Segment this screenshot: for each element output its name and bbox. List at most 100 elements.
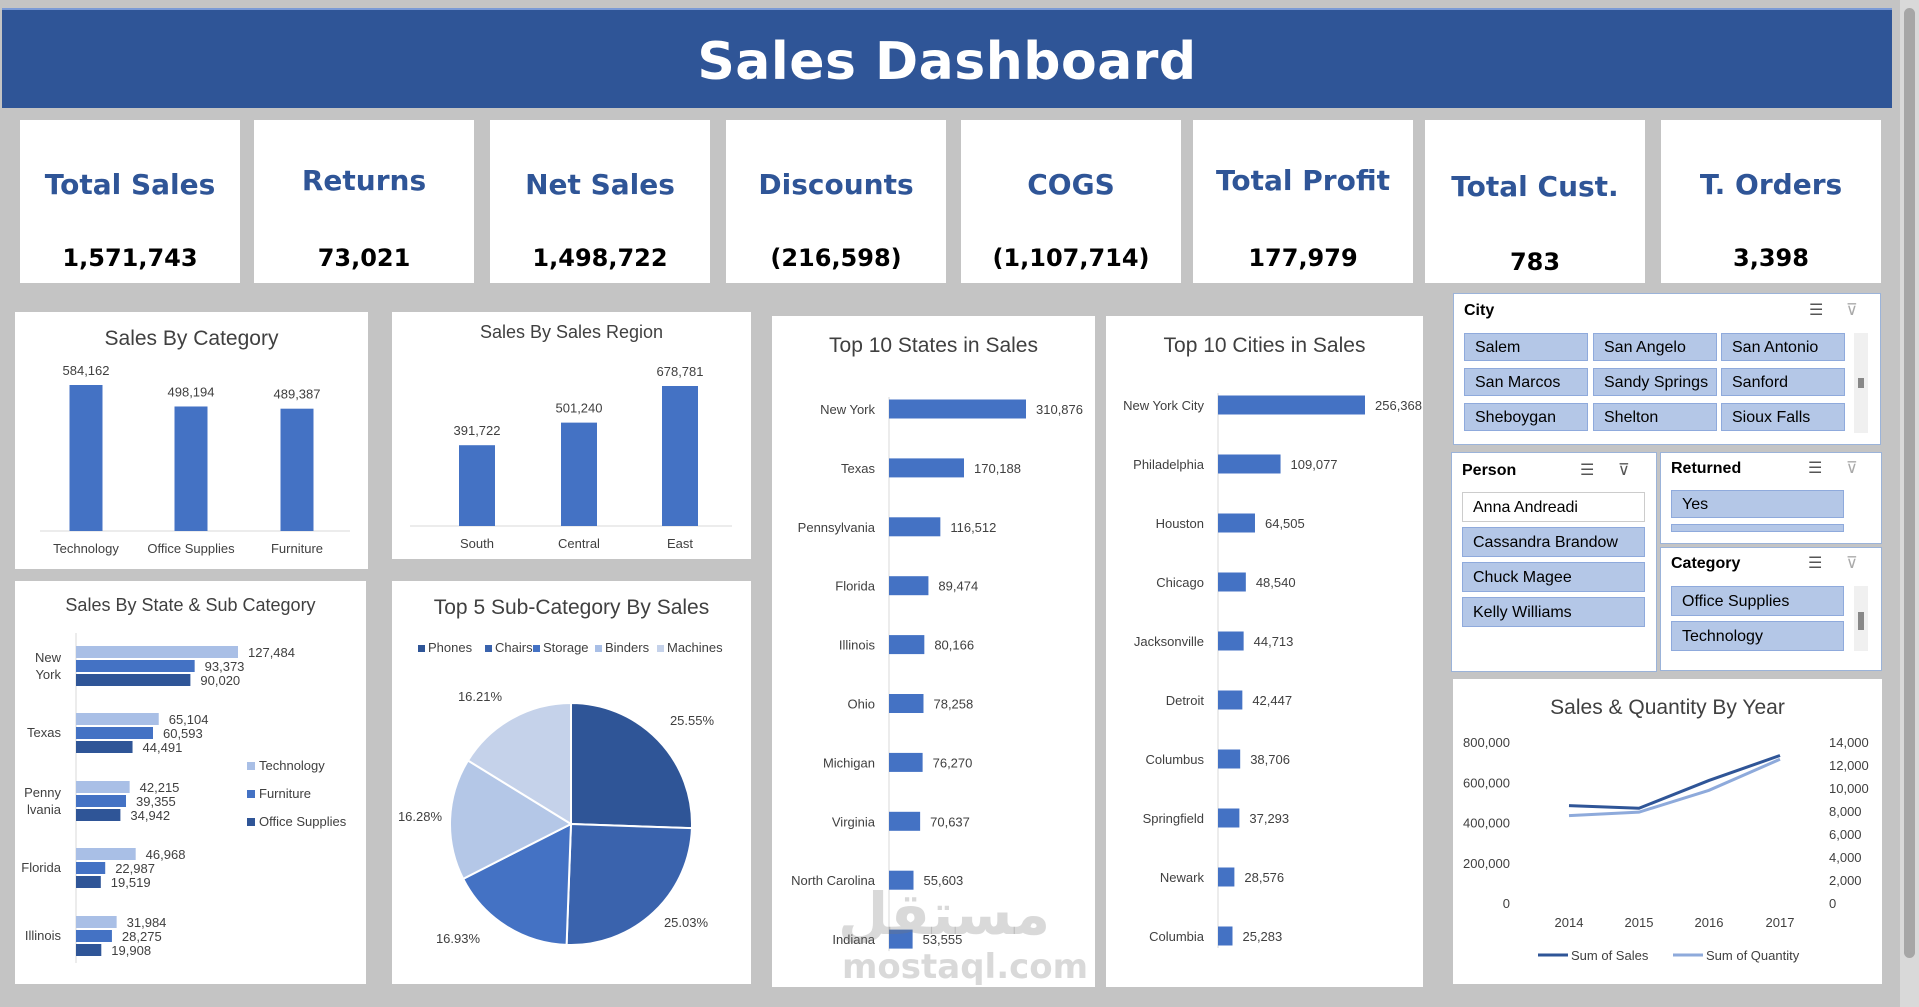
data-label: 256,368	[1375, 398, 1422, 413]
kpi-value: 73,021	[317, 244, 411, 272]
chart-title: Top 10 States in Sales	[829, 334, 1038, 357]
data-label: 42,215	[140, 780, 180, 795]
y-tick-label: 200,000	[1463, 856, 1510, 871]
pie-slice	[461, 822, 573, 946]
vertical-scrollbar[interactable]	[1900, 0, 1919, 1007]
slicer-item[interactable]: Shelton	[1593, 403, 1717, 431]
chart-svg: 0 200,000 400,000 600,000 800,000 0 2,000 4,000…	[1463, 735, 1869, 963]
slicer-item[interactable]: Kelly Williams	[1462, 597, 1645, 627]
y-tick-label: 400,000	[1463, 816, 1510, 831]
bar	[889, 576, 929, 596]
slicer-item-partial[interactable]	[1671, 524, 1844, 532]
legend-swatch	[485, 645, 492, 652]
chart-svg: New York City 256,368 Philadelphia 109,077 H…	[1123, 393, 1422, 948]
bar	[889, 752, 923, 772]
slicer-item[interactable]: San Marcos	[1464, 368, 1588, 396]
slicer-item[interactable]: Yes	[1671, 490, 1844, 518]
bar	[1218, 690, 1243, 710]
slicer-item[interactable]: Anna Andreadi	[1462, 492, 1645, 522]
data-label: 391,722	[454, 423, 501, 438]
data-label: 584,162	[63, 363, 110, 378]
multi-select-icon[interactable]: ☰	[1809, 302, 1824, 319]
category-label: Illinois	[839, 638, 876, 653]
data-label: 64,505	[1265, 516, 1305, 531]
slicer-item[interactable]: Salem	[1464, 333, 1588, 361]
legend-label: Sum of Sales	[1571, 948, 1649, 963]
pie-slice	[466, 701, 572, 826]
slicer-item[interactable]: Sheboygan	[1464, 403, 1588, 431]
slicer-item[interactable]: Sandy Springs	[1593, 368, 1717, 396]
category-slicer: Category ☰ ⊽ Office Supplies Technology	[1660, 547, 1882, 671]
bar	[1218, 808, 1240, 828]
dashboard-header: Sales Dashboard	[2, 8, 1892, 108]
category-label: North Carolina	[791, 873, 876, 888]
clear-filter-icon[interactable]: ⊽	[1618, 462, 1630, 479]
legend-label: Storage	[543, 640, 589, 655]
slicer-item[interactable]: Office Supplies	[1671, 586, 1844, 616]
kpi-card-total-orders: T. Orders 3,398	[1661, 120, 1881, 283]
clear-filter-icon[interactable]: ⊽	[1846, 555, 1858, 572]
slicer-item[interactable]: San Antonio	[1721, 333, 1845, 361]
bar	[459, 445, 495, 526]
kpi-card-returns: Returns 73,021	[254, 120, 474, 283]
slicer-item[interactable]: Technology	[1671, 621, 1844, 651]
bar	[561, 422, 597, 526]
bar	[76, 660, 195, 672]
chart-title: Sales By State & Sub Category	[65, 595, 316, 615]
category-label: lvania	[27, 802, 62, 817]
bar	[889, 635, 925, 655]
pie-slice	[449, 759, 574, 881]
slicer-title: Category	[1671, 555, 1741, 572]
scrollbar-thumb[interactable]	[1904, 8, 1915, 958]
data-label: 70,637	[930, 814, 970, 829]
category-label: Detroit	[1166, 693, 1205, 708]
category-label: Illinois	[25, 928, 62, 943]
category-label: New	[35, 650, 62, 665]
data-label: 65,104	[169, 712, 209, 727]
slicer-scrollbar[interactable]	[1854, 333, 1868, 433]
multi-select-icon[interactable]: ☰	[1580, 462, 1595, 479]
slicer-item[interactable]: San Angelo	[1593, 333, 1717, 361]
legend-label: Office Supplies	[259, 814, 347, 829]
chart-title: Sales & Quantity By Year	[1550, 696, 1785, 719]
bar	[889, 929, 913, 949]
slicer-item[interactable]: Chuck Magee	[1462, 562, 1645, 592]
slicer-item[interactable]: Sanford	[1721, 368, 1845, 396]
slicer-scrollbar[interactable]	[1854, 586, 1868, 651]
category-label: Furniture	[271, 541, 323, 556]
bar	[889, 694, 924, 713]
clear-filter-icon[interactable]: ⊽	[1846, 460, 1858, 477]
clear-filter-icon[interactable]: ⊽	[1846, 302, 1858, 319]
category-label: New York City	[1123, 398, 1204, 413]
legend-swatch	[247, 818, 255, 826]
bar	[1218, 513, 1255, 533]
multi-select-icon[interactable]: ☰	[1808, 460, 1823, 477]
data-label: 78,258	[933, 697, 973, 712]
kpi-value: 3,398	[1733, 244, 1809, 272]
data-label: 25.55%	[670, 713, 715, 728]
kpi-label: Total Profit	[1216, 164, 1390, 197]
data-label: 16.21%	[458, 689, 503, 704]
series-line	[1568, 757, 1781, 818]
data-label: 16.93%	[436, 931, 481, 946]
multi-select-icon[interactable]: ☰	[1808, 555, 1823, 572]
chart-title: Sales By Category	[104, 327, 279, 350]
y-tick-label: 800,000	[1463, 735, 1510, 750]
bar	[1218, 749, 1241, 769]
y2-tick-label: 8,000	[1829, 804, 1862, 819]
slicer-item[interactable]: Sioux Falls	[1721, 403, 1845, 431]
y2-tick-label: 10,000	[1829, 781, 1869, 796]
y2-tick-label: 2,000	[1829, 873, 1862, 888]
y-tick-label: 0	[1503, 896, 1510, 911]
legend-swatch	[595, 645, 602, 652]
kpi-value: 1,571,743	[62, 244, 198, 272]
data-label: 93,373	[205, 659, 245, 674]
bar	[76, 944, 102, 956]
pie-slice	[565, 822, 693, 946]
slicer-item[interactable]: Cassandra Brandow	[1462, 527, 1645, 557]
category-label: Office Supplies	[147, 541, 235, 556]
category-label: Texas	[27, 725, 61, 740]
data-label: 170,188	[974, 461, 1021, 476]
bar	[76, 848, 136, 860]
